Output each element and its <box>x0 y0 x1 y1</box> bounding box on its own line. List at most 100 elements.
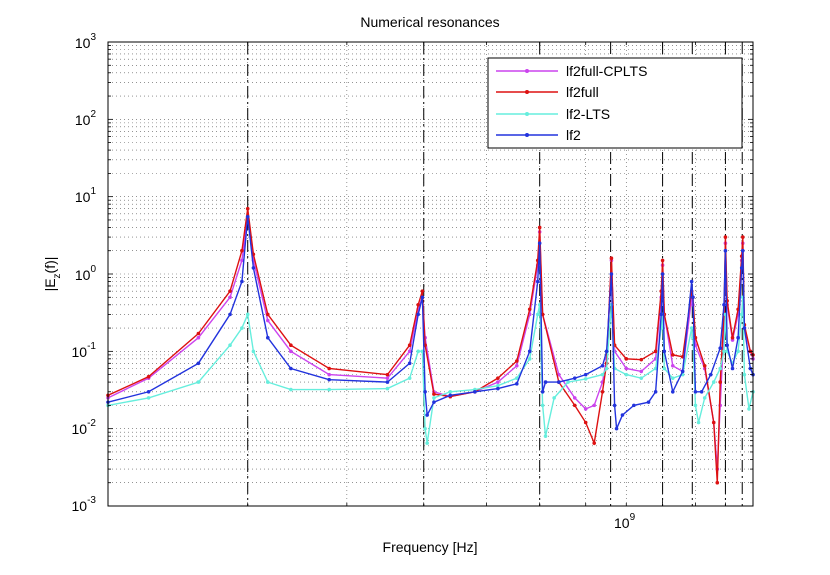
series-point <box>146 374 151 379</box>
y-tick-label-1e1: 101 <box>75 186 97 205</box>
legend-label-lf2: lf2 <box>566 127 581 143</box>
legend-marker-lf2full <box>525 90 529 94</box>
series-point <box>552 396 556 400</box>
series-point <box>736 349 740 354</box>
series-point <box>196 335 201 340</box>
series-point <box>600 389 605 394</box>
series-point <box>659 312 664 317</box>
series-point <box>448 389 453 394</box>
series-point <box>612 403 617 408</box>
series-point <box>240 279 244 284</box>
series-point <box>228 295 232 300</box>
series-point <box>432 396 436 400</box>
series-point <box>265 335 270 340</box>
series-point <box>693 403 698 408</box>
series-point <box>742 326 747 330</box>
series-point <box>653 349 658 354</box>
series-point <box>739 312 744 317</box>
series-point <box>496 386 500 391</box>
series-point <box>228 343 232 348</box>
series-point <box>702 364 707 368</box>
series-3 <box>106 214 755 431</box>
series-point <box>240 326 244 330</box>
series-point <box>196 380 201 384</box>
series-point <box>670 364 675 368</box>
series-point <box>715 480 720 485</box>
series-point <box>620 413 625 417</box>
series-point <box>723 248 728 253</box>
series-point <box>609 272 614 276</box>
series-point <box>540 389 545 394</box>
legend-entry-lf2-lts: lf2-LTS <box>496 106 610 122</box>
series-point <box>535 279 540 284</box>
series-point <box>730 335 735 340</box>
series-point <box>583 420 588 425</box>
y-tick-label-1e-1: 10-1 <box>72 341 97 360</box>
series-point <box>689 326 694 330</box>
series-point <box>670 376 675 380</box>
series-point <box>385 380 390 384</box>
series-point <box>416 302 420 307</box>
legend: lf2full-CPLTS lf2full lf2-LTS lf2 <box>487 57 743 149</box>
series-point <box>245 206 250 211</box>
legend-label-lf2full: lf2full <box>566 84 599 100</box>
series-point <box>702 396 707 400</box>
series-point <box>740 235 745 239</box>
series-point <box>600 372 605 377</box>
series-point <box>624 372 629 377</box>
series-point <box>432 400 436 404</box>
series-point <box>265 318 270 323</box>
legend-entry-lf2: lf2 <box>496 127 581 143</box>
series-point <box>514 382 519 386</box>
series-point <box>660 258 665 263</box>
series-point <box>699 389 704 394</box>
series-point <box>416 349 420 354</box>
series-point <box>514 359 519 363</box>
series-point <box>496 376 500 380</box>
series-point <box>425 441 429 445</box>
series-point <box>535 312 540 317</box>
legend-marker-lf2 <box>525 133 529 137</box>
series-point <box>240 258 244 263</box>
series-point <box>448 393 453 398</box>
series-point <box>251 349 256 354</box>
series-point <box>624 357 629 361</box>
series-point <box>540 403 545 408</box>
series-point <box>722 349 726 354</box>
series-point <box>718 366 723 371</box>
series-point <box>739 266 744 270</box>
series-point <box>736 335 740 340</box>
series-point <box>742 372 747 377</box>
legend-box <box>487 57 743 149</box>
series-point <box>604 366 609 371</box>
series-point <box>432 392 436 396</box>
series-point <box>680 369 685 374</box>
legend-marker-lf2full-cplts <box>525 69 529 73</box>
series-point <box>327 372 331 377</box>
series-point <box>385 386 390 391</box>
legend-entry-lf2full: lf2full <box>496 84 599 100</box>
y-tick-label-1e2: 102 <box>75 109 97 128</box>
series-point <box>146 396 151 400</box>
series-point <box>614 426 619 431</box>
series-point <box>327 387 331 392</box>
series-point <box>228 312 232 317</box>
series-point <box>711 380 716 384</box>
series-point <box>583 372 588 377</box>
series-point <box>572 403 577 408</box>
legend-label-lf2-lts: lf2-LTS <box>566 106 610 122</box>
series-point <box>730 366 735 371</box>
series-point <box>609 256 614 261</box>
series-point <box>289 366 293 371</box>
axis-ticks <box>107 42 754 507</box>
y-tick-label-1e-3: 10-3 <box>72 495 97 514</box>
series-point <box>639 369 644 374</box>
series-point <box>660 272 665 276</box>
chart-title: Numerical resonances <box>360 14 499 30</box>
series-point <box>708 372 713 377</box>
series-point <box>557 380 561 384</box>
series-point <box>583 377 588 381</box>
series-point <box>566 380 570 384</box>
series-point <box>693 389 698 394</box>
